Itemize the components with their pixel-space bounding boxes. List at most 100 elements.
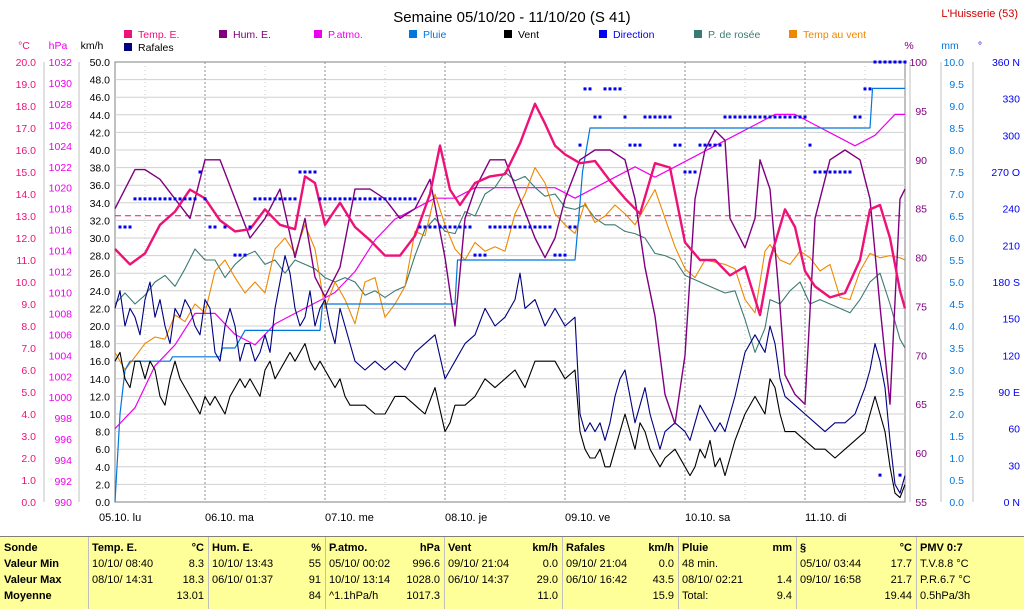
direction-point [878, 60, 882, 64]
footer-label-max: Valeur Max [4, 574, 62, 586]
direction-point [338, 197, 342, 201]
hum-tick: 90 [915, 155, 927, 167]
direction-point [688, 170, 692, 174]
rain-tick: 2.0 [949, 409, 964, 421]
press-tick: 994 [54, 455, 72, 467]
temp-tick: 11.0 [16, 255, 36, 267]
direction-point [838, 170, 842, 174]
hum-unit: % [904, 40, 913, 52]
wind-tick: 20.0 [90, 321, 111, 333]
legend-swatch-8 [124, 43, 132, 51]
footer-r2-label: P.R.6.7 °C [920, 574, 971, 586]
wind-tick: 30.0 [90, 233, 111, 245]
legend-swatch-2 [314, 30, 322, 38]
direction-point [873, 60, 877, 64]
wind-tick: 8.0 [95, 427, 110, 439]
direction-point [408, 197, 412, 201]
direction-point [783, 115, 787, 119]
footer-v1-value: 8.3 [188, 558, 204, 570]
direction-point [903, 60, 907, 64]
footer-unit: °C [899, 542, 912, 554]
direction-point [663, 115, 667, 119]
wind-tick: 46.0 [90, 92, 111, 104]
rain-tick: 3.5 [949, 343, 964, 355]
footer-unit: km/h [648, 542, 674, 554]
footer-v3-value: 84 [308, 590, 321, 602]
direction-point [208, 225, 212, 229]
press-unit: hPa [49, 40, 68, 52]
direction-point [358, 197, 362, 201]
direction-point [448, 225, 452, 229]
day-label: 05.10. lu [99, 512, 141, 524]
press-tick: 998 [54, 413, 72, 425]
legend-label-3: Pluie [423, 29, 447, 41]
chart-title: Semaine 05/10/20 - 11/10/20 (S 41) [393, 9, 630, 26]
wind-tick: 4.0 [95, 462, 110, 474]
footer-unit: hPa [419, 542, 440, 554]
legend-swatch-0 [124, 30, 132, 38]
footer-v3-value: 15.9 [652, 590, 674, 602]
direction-point [858, 115, 862, 119]
footer-r2-label: 10/10/ 13:14 [329, 574, 391, 586]
direction-point [893, 60, 897, 64]
footer-r1-label: 10/10/ 13:43 [212, 558, 274, 570]
grid [115, 62, 905, 502]
direction-point [343, 197, 347, 201]
legend-swatch-5 [599, 30, 607, 38]
footer-v2-value: 91 [308, 574, 321, 586]
rain-tick: 4.5 [949, 299, 964, 311]
footer-label-min: Valeur Min [4, 558, 60, 570]
footer-v3-value: 9.4 [776, 590, 792, 602]
direction-point [593, 115, 597, 119]
direction-point [468, 225, 472, 229]
rain-unit: mm [941, 40, 959, 52]
direction-point [243, 253, 247, 257]
axes: 20.0 19.0 18.0 17.0 16.0 15.0 14.0 13.0 12.0 11.0… [16, 40, 1021, 509]
direction-point [898, 473, 902, 477]
direction-point [428, 225, 432, 229]
press-tick: 1006 [49, 329, 73, 341]
direction-point [863, 87, 867, 91]
temp-tick: 15.0 [16, 167, 37, 179]
direction-point [828, 170, 832, 174]
dir-tick: 0 N [1004, 497, 1020, 509]
rain-tick: 10.0 [944, 57, 965, 69]
rain-tick: 2.5 [949, 387, 964, 399]
footer-title: Rafales [566, 542, 606, 554]
temp-tick: 19.0 [16, 79, 37, 91]
direction-point [608, 87, 612, 91]
footer-unit: mm [772, 542, 792, 554]
legend-swatch-4 [504, 30, 512, 38]
temp-tick: 2.0 [21, 453, 36, 465]
direction-point [213, 225, 217, 229]
footer-v2-value: 1028.0 [406, 574, 440, 586]
press-tick: 1030 [49, 78, 73, 90]
direction-point [308, 170, 312, 174]
legend-label-6: P. de rosée [708, 29, 761, 41]
legend-label-4: Vent [518, 29, 539, 41]
direction-point [268, 197, 272, 201]
press-tick: 992 [54, 476, 72, 488]
direction-point [178, 197, 182, 201]
hum-tick: 80 [915, 253, 927, 265]
direction-point [118, 225, 122, 229]
direction-point [578, 143, 582, 147]
footer-unit: km/h [532, 542, 558, 554]
temp-tick: 0.0 [21, 497, 36, 509]
direction-point [278, 197, 282, 201]
footer-v2-value: 21.7 [890, 574, 912, 586]
day-label: 06.10. ma [205, 512, 255, 524]
footer-r1-label: 05/10/ 03:44 [800, 558, 862, 570]
dir-unit: ° [978, 40, 982, 52]
footer-col-4: Rafales km/h 09/10/ 21:04 0.0 06/10/ 16:42 43… [562, 537, 679, 609]
footer-v1-value: 996.6 [412, 558, 440, 570]
direction-point [348, 197, 352, 201]
footer-r3-label: Total: [682, 590, 709, 602]
temp-tick: 14.0 [16, 189, 37, 201]
footer-r2-label: 06/10/ 14:37 [448, 574, 510, 586]
direction-point [818, 170, 822, 174]
hum-tick: 65 [915, 399, 927, 411]
footer-col-0: Temp. E. °C 10/10/ 08:40 8.3 08/10/ 14:31 18.… [88, 537, 209, 609]
direction-point [388, 197, 392, 201]
footer-title: Temp. E. [92, 542, 138, 554]
